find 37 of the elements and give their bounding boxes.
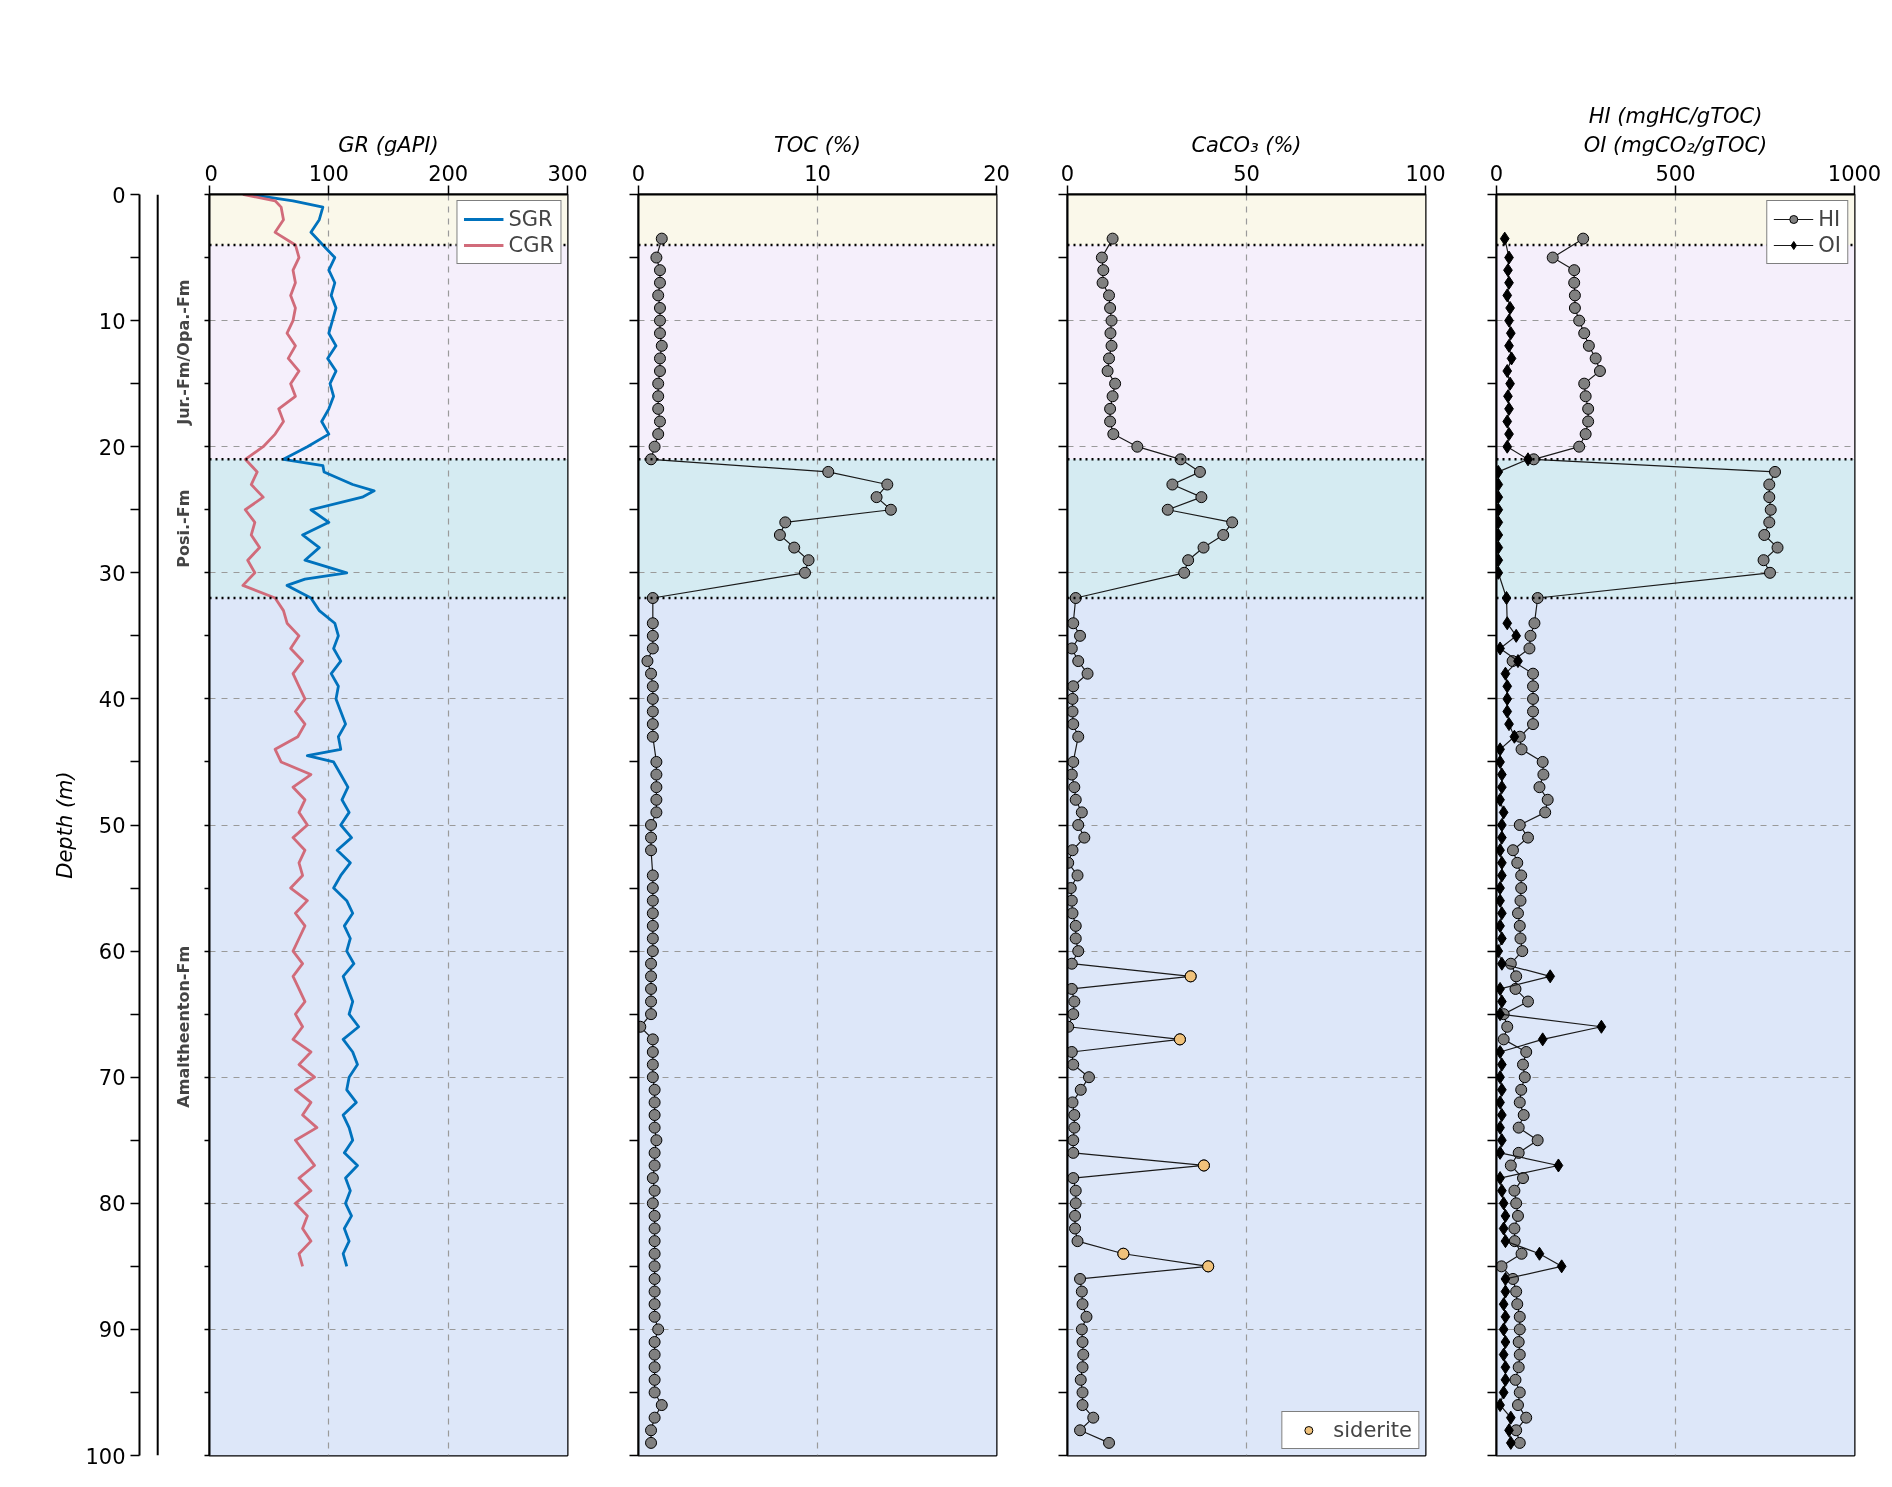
x-tick-label: 1000	[1827, 161, 1882, 186]
x-tick-label: 20	[983, 161, 1010, 186]
x-tick-label: 100	[308, 161, 349, 186]
band-label: Amaltheenton-Fm	[174, 945, 194, 1108]
x-tick-label: 500	[1655, 161, 1696, 186]
legend-label: OI	[1818, 233, 1841, 257]
x-tick-label: 200	[428, 161, 469, 186]
y-tick-label: 30	[98, 561, 126, 586]
y-tick-label: 70	[98, 1066, 126, 1091]
x-tick-label: 0	[631, 161, 646, 186]
x-axis-title: GR (gAPI)	[338, 132, 439, 157]
x-tick-label: 0	[1489, 161, 1504, 186]
x-axis-title: TOC (%)	[773, 132, 862, 157]
y-tick-label: 60	[98, 940, 126, 965]
band-label: Jur.-Fm/Opa.-Fm	[174, 279, 194, 426]
x-tick-label: 300	[547, 161, 588, 186]
y-tick-label: 0	[112, 183, 126, 208]
y-tick-label: 50	[98, 814, 126, 838]
x-axis-title: HI (mgHC/gTOC) OI (mgCO₂/gTOC)	[1583, 103, 1768, 157]
legend-label: HI	[1818, 207, 1841, 231]
x-tick-label: 50	[1233, 161, 1260, 186]
y-tick-label: 80	[98, 1192, 126, 1217]
x-tick-label: 10	[804, 161, 831, 186]
y-tick-label: 100	[85, 1444, 126, 1469]
x-axis-title: CaCO₃ (%)	[1191, 132, 1302, 157]
x-tick-label: 0	[204, 161, 218, 186]
y-tick-label: 10	[98, 309, 126, 334]
y-axis-title: Depth (m)	[53, 771, 78, 879]
y-tick-label: 40	[98, 687, 126, 712]
x-tick-label: 100	[1405, 161, 1446, 186]
y-tick-label: 90	[98, 1318, 126, 1343]
band-label: Posi.-Fm	[174, 489, 194, 568]
x-tick-label: 0	[1060, 161, 1075, 186]
legend-label: SGR	[508, 207, 553, 231]
y-tick-label: 20	[98, 435, 126, 460]
legend-label: siderite	[1333, 1418, 1412, 1442]
legend-label: CGR	[508, 233, 554, 257]
